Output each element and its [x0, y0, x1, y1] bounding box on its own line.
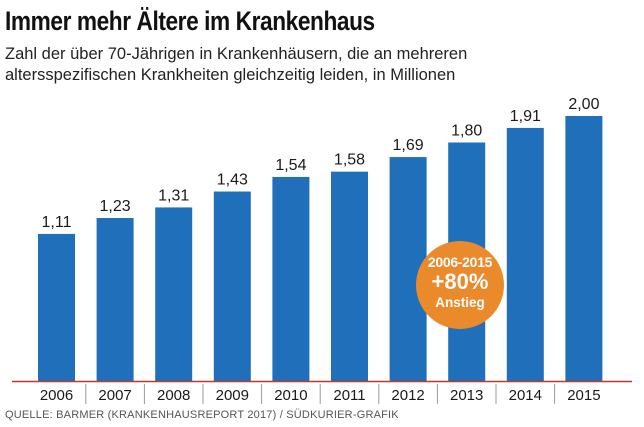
value-label-2006: 1,11: [42, 214, 72, 231]
bar-2006: [38, 233, 75, 381]
value-label-2015: 2,00: [568, 96, 599, 113]
x-tick-label-2010: 2010: [274, 387, 307, 404]
increase-badge: 2006-2015 +80% Anstieg: [416, 241, 504, 329]
value-label-2014: 1,91: [510, 108, 541, 125]
badge-years: 2006-2015: [427, 254, 493, 270]
x-tick-label-2014: 2014: [509, 387, 542, 404]
bar-2007: [96, 218, 134, 381]
badge-label: Anstieg: [435, 295, 485, 310]
subtitle-line-2: altersspezifischen Krankheiten gleichzei…: [5, 66, 456, 84]
value-label-2013: 1,80: [451, 123, 482, 140]
value-label-2009: 1,43: [217, 172, 248, 189]
source-note: QUELLE: BARMER (KRANKENHAUSREPORT 2017) …: [5, 409, 399, 421]
x-tick-label-2013: 2013: [450, 387, 483, 404]
x-tick-label-2011: 2011: [333, 387, 365, 404]
bar-2009: [213, 191, 251, 381]
bar-2015: [565, 116, 603, 381]
value-label-2012: 1,69: [393, 137, 424, 154]
value-label-2008: 1,31: [158, 187, 189, 204]
x-tick-label-2009: 2009: [216, 387, 249, 404]
bar-2014: [506, 127, 544, 381]
value-label-2011: 1,58: [334, 152, 365, 169]
bar-2008: [155, 207, 193, 381]
bar-2010: [272, 176, 310, 381]
x-tick-label-2006: 2006: [40, 387, 73, 404]
x-tick-label-2008: 2008: [157, 387, 190, 404]
subtitle-line-1: Zahl der über 70-Jährigen in Krankenhäus…: [5, 45, 468, 63]
badge-value: +80%: [431, 269, 489, 294]
chart-title: Immer mehr Ältere im Krankenhaus: [5, 6, 375, 36]
x-tick-label-2007: 2007: [98, 387, 131, 404]
value-label-2010: 1,54: [275, 157, 306, 174]
bar-2011: [331, 171, 368, 381]
x-tick-label-2012: 2012: [391, 387, 424, 404]
value-label-2007: 1,23: [100, 198, 131, 215]
x-tick-label-2015: 2015: [567, 387, 600, 404]
chart-subtitle: Zahl der über 70-Jährigen in Krankenhäus…: [5, 44, 635, 86]
